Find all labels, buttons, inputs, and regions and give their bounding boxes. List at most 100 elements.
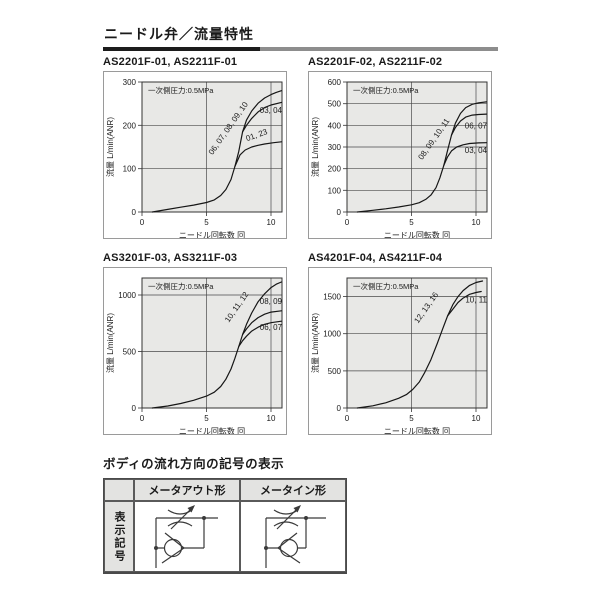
chart-card-as2201f-01: AS2201F-01, AS2211F-01 0 100 200 300 0 5 10 06,… [103,56,287,239]
y-tick-label: 0 [337,404,342,413]
symbol-table-corner-cell [104,479,134,501]
flow-curve [242,310,282,336]
x-axis-label: ニードル回転数 回 [179,426,245,434]
throttle-arrow-shaft [170,506,194,529]
column-header-meter-in: メータイン形 [240,479,346,501]
check-valve-seat [276,532,301,563]
x-tick-label: 5 [204,414,209,423]
chart-frame: 0 100 200 300 0 5 10 06, 07, 08, 09, 10 03, 04 01… [103,71,287,239]
chart-title: AS3201F-03, AS3211F-03 [103,252,238,264]
plot-area [347,278,487,408]
check-valve-circle [163,538,183,557]
x-tick-label: 0 [345,414,350,423]
throttle-lower-arc [167,520,193,527]
flow-curve [242,101,282,133]
page-title: ニードル弁／流量特性 [103,24,260,51]
x-axis-label: ニードル回転数 回 [384,426,450,434]
check-valve-circle [279,538,299,557]
throttle-arrow-shaft [276,506,300,529]
y-tick-label: 500 [328,367,342,376]
throttle-arrow-head [293,504,301,512]
junction-dot-right [202,515,206,520]
y-tick-label: 1500 [323,293,341,302]
symbol-table: メータアウト形 メータイン形 表示記号 [103,478,347,574]
meter-in-pneumatic-symbol [264,504,326,568]
y-tick-label: 400 [328,121,342,130]
check-valve-seat [161,532,186,563]
pressure-annotation: 一次側圧力:0.5MPa [353,281,419,291]
page-title-block: ニードル弁／流量特性 [103,24,498,51]
flow-curve [450,113,487,136]
chart-title: AS4201F-04, AS4211F-04 [308,252,443,264]
plot-area [142,278,282,408]
plot-border [346,277,488,409]
x-tick-label: 5 [204,218,209,227]
x-tick-label: 10 [472,218,481,227]
curve-label: 06, 07 [260,323,283,332]
chart-card-as4201f-04: AS4201F-04, AS4211F-04 0 500 1000 1500 0 5 10 1… [308,252,492,435]
x-axis-label: ニードル回転数 回 [384,230,450,238]
y-tick-label: 100 [123,165,137,174]
plot-border [141,81,283,213]
curve-label: 10, 11 [465,296,487,305]
chart-frame: 0 500 1000 1500 0 5 10 12, 13, 16 10, 11 一次側圧力:0.… [308,267,492,435]
x-tick-label: 0 [140,414,145,423]
y-tick-label: 0 [132,208,137,217]
x-tick-label: 10 [472,414,481,423]
chart-card-as2201f-02: AS2201F-02, AS2211F-02 0 100 200 300 400 500 6… [308,56,492,239]
x-axis-label: ニードル回転数 回 [179,230,245,238]
curve-label: 08, 09 [260,297,283,306]
y-axis-label: 流量 L/min(ANR) [105,313,115,373]
y-tick-label: 200 [123,121,137,130]
symbol-section-title: ボディの流れ方向の記号の表示 [103,457,285,471]
y-tick-label: 1000 [323,330,341,339]
throttle-lower-arc [273,520,299,527]
throttle-upper-arc [273,508,299,515]
x-tick-label: 0 [345,218,350,227]
x-tick-label: 10 [267,414,276,423]
pressure-annotation: 一次側圧力:0.5MPa [353,85,419,95]
x-tick-label: 0 [140,218,145,227]
meter-in-symbol-cell [240,501,346,572]
junction-dot-right [304,515,308,520]
throttle-upper-arc [167,508,193,515]
flow-curve [238,320,282,348]
curve-label: 03, 04 [260,106,283,115]
column-header-meter-out: メータアウト形 [134,479,240,501]
pressure-annotation: 一次側圧力:0.5MPa [148,85,214,95]
y-tick-label: 0 [132,404,137,413]
x-tick-label: 10 [267,218,276,227]
y-tick-label: 0 [337,208,342,217]
chart-card-as3201f-03: AS3201F-03, AS3211F-03 0 500 1000 0 5 10 10, 1… [103,252,287,435]
meter-out-symbol-cell [134,501,240,572]
throttle-arrow-head [187,504,195,512]
y-tick-label: 100 [328,186,342,195]
junction-dot-left [264,545,268,550]
y-tick-label: 500 [123,348,137,357]
junction-dot-left [154,545,158,550]
flow-curve [447,290,482,317]
flow-curve [151,281,282,409]
y-axis-label: 流量 L/min(ANR) [310,117,320,177]
y-tick-label: 600 [328,78,342,87]
y-axis-label: 流量 L/min(ANR) [310,313,320,373]
flow-direction-symbol-section: ボディの流れ方向の記号の表示 メータアウト形 メータイン形 表示記号 [103,453,347,574]
flow-curve [443,142,487,167]
curve-label: 03, 04 [465,146,488,155]
chart-frame: 0 500 1000 0 5 10 10, 11, 12 08, 09 06, 07 一次側圧力:… [103,267,287,435]
y-tick-label: 300 [123,78,137,87]
chart-title: AS2201F-01, AS2211F-01 [103,56,238,68]
flow-curve [356,101,487,213]
plot-border [141,277,283,409]
x-tick-label: 5 [409,414,414,423]
flow-curve [356,280,484,409]
flow-curve [234,141,282,168]
y-tick-label: 200 [328,165,342,174]
chart-title: AS2201F-02, AS2211F-02 [308,56,443,68]
chart-frame: 0 100 200 300 400 500 600 0 5 10 08, 09, 10, 11 06,… [308,71,492,239]
